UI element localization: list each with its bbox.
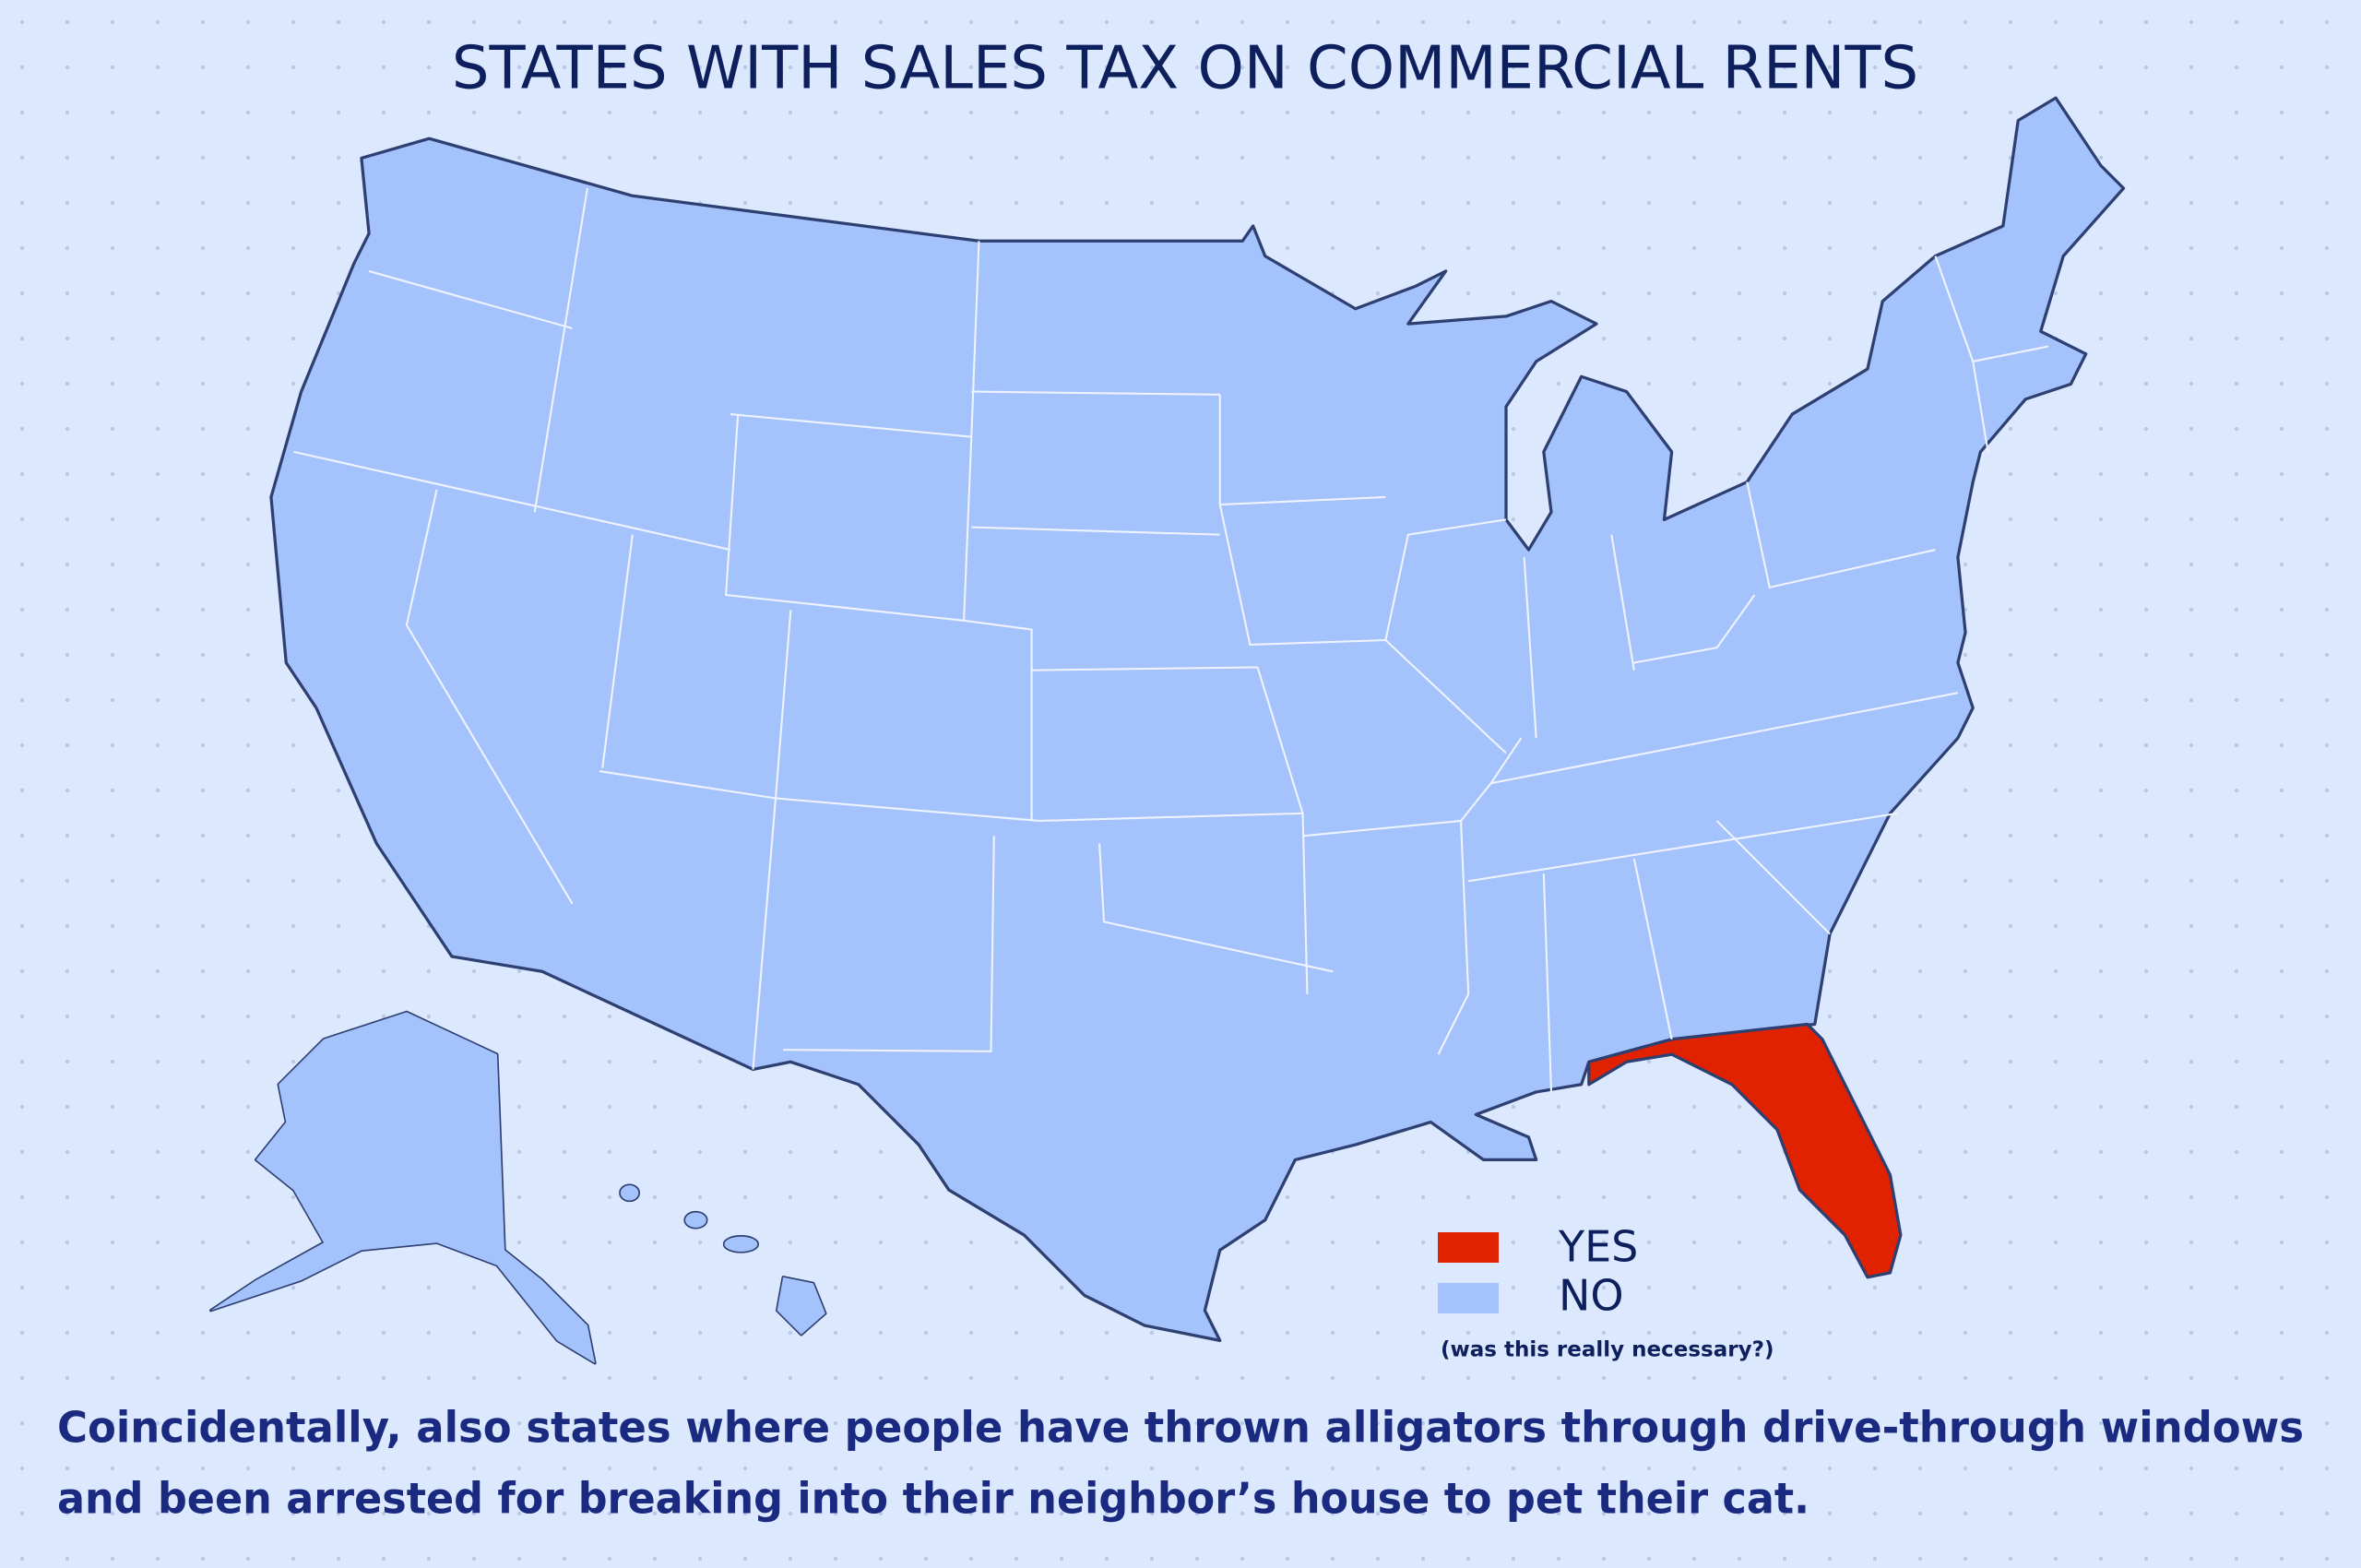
florida xyxy=(1587,1022,1903,1279)
legend-swatch xyxy=(1438,1283,1499,1313)
title: STATES WITH SALES TAX ON COMMERCIAL RENT… xyxy=(452,35,1918,103)
caption-line: Coincidentally, also states where people… xyxy=(57,1403,2304,1453)
map xyxy=(208,96,2126,1365)
hawaii xyxy=(619,1183,827,1336)
state-borders xyxy=(293,187,2049,1092)
legend-note: (was this really necessary?) xyxy=(1441,1338,1774,1362)
legend-swatch xyxy=(1438,1232,1499,1263)
mainland xyxy=(269,96,2126,1343)
alaska xyxy=(208,1010,597,1365)
legend-label: YES xyxy=(1558,1222,1638,1272)
caption-line: and been arrested for breaking into thei… xyxy=(57,1474,1809,1524)
legend-label: NO xyxy=(1559,1271,1624,1321)
